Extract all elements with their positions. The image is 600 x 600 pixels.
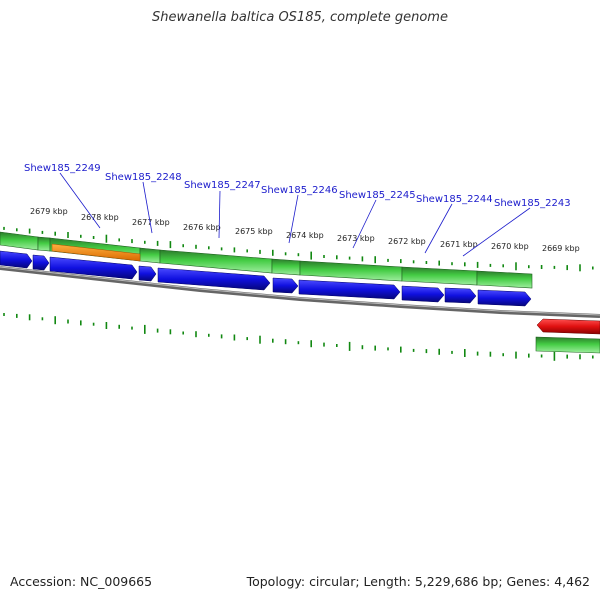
- genome-stats: Topology: circular; Length: 5,229,686 bp…: [246, 574, 590, 589]
- kbp-label: 2669 kbp: [542, 244, 580, 253]
- gene-arrow-forward: [477, 289, 532, 307]
- gene-arrow-forward: [157, 267, 271, 291]
- gene-arrow-forward: [298, 279, 401, 300]
- cds-segment: [271, 258, 301, 276]
- cds-segment: [535, 336, 600, 354]
- accession-info: Accession: NC_009665: [10, 574, 152, 589]
- cds-segment: [37, 236, 51, 252]
- reverse-genes: [535, 318, 600, 354]
- kbp-label: 2672 kbp: [388, 237, 426, 246]
- genome-title: Shewanella baltica OS185, complete genom…: [152, 10, 448, 25]
- scale-labels: 2679 kbp 2678 kbp 2677 kbp 2676 kbp 2675…: [30, 207, 580, 253]
- gene-arrow-forward: [138, 265, 157, 282]
- genes-label: Genes:: [506, 574, 551, 589]
- gene-arrow-forward: [0, 250, 33, 269]
- callout-line: [142, 181, 153, 234]
- cds-segment: [139, 247, 161, 264]
- cds-segment: [476, 270, 533, 289]
- kbp-label: 2671 kbp: [440, 240, 478, 249]
- genes-value: 4,462: [554, 574, 590, 589]
- kbp-label: 2677 kbp: [132, 218, 170, 227]
- gene-arrow-forward: [444, 287, 477, 304]
- callout-line: [424, 203, 453, 254]
- topology-label: Topology:: [246, 574, 306, 589]
- cds-segment: [299, 260, 403, 282]
- length-value: 5,229,686 bp: [414, 574, 499, 589]
- gene-arrow-forward: [49, 256, 138, 280]
- callout-line: [59, 172, 101, 229]
- cds-band-upper: [0, 231, 533, 289]
- rna-feature: [51, 243, 141, 262]
- forward-genes: [0, 250, 532, 307]
- gene-label[interactable]: Shew185_2244: [416, 194, 493, 205]
- kbp-label: 2670 kbp: [491, 242, 529, 251]
- accession-value: NC_009665: [80, 574, 153, 589]
- gene-label[interactable]: Shew185_2246: [261, 185, 338, 196]
- length-label: Length:: [363, 574, 411, 589]
- cds-segment: [401, 266, 478, 286]
- gene-arrow-forward: [401, 285, 445, 303]
- accession-label: Accession:: [10, 574, 77, 589]
- callout-line: [218, 190, 221, 239]
- kbp-label: 2674 kbp: [286, 231, 324, 240]
- gene-label[interactable]: Shew185_2249: [24, 163, 101, 174]
- gene-arrow-reverse: [536, 318, 600, 335]
- callout-line: [352, 199, 377, 249]
- callout-line: [462, 207, 531, 257]
- callout-line: [288, 194, 299, 244]
- gene-arrow-forward: [32, 254, 50, 271]
- kbp-label: 2678 kbp: [81, 213, 119, 222]
- gc-track-lower: [3, 313, 594, 361]
- gene-label[interactable]: Shew185_2247: [184, 180, 261, 191]
- topology-value: circular: [309, 574, 356, 589]
- kbp-label: 2679 kbp: [30, 207, 68, 216]
- gene-label[interactable]: Shew185_2243: [494, 198, 571, 209]
- gene-callout-lines: [59, 172, 531, 257]
- gene-arrow-forward: [272, 277, 299, 294]
- kbp-label: 2673 kbp: [337, 234, 375, 243]
- cds-segment: [0, 231, 39, 251]
- gene-callout-labels: Shew185_2249 Shew185_2248 Shew185_2247 S…: [24, 163, 571, 209]
- kbp-label: 2675 kbp: [235, 227, 273, 236]
- kbp-label: 2676 kbp: [183, 223, 221, 232]
- gene-label[interactable]: Shew185_2245: [339, 190, 416, 201]
- genome-backbone-highlight: [0, 266, 600, 316]
- genome-backbone: [0, 266, 600, 318]
- gc-track-upper: [3, 226, 594, 272]
- gene-label[interactable]: Shew185_2248: [105, 172, 182, 183]
